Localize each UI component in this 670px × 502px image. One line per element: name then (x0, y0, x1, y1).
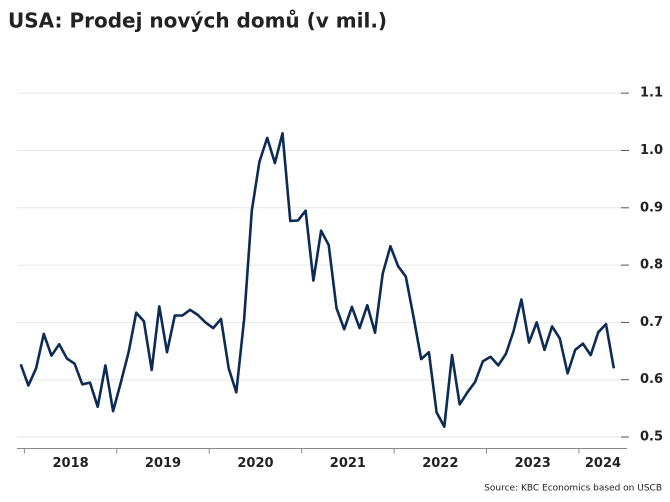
y-tick-label: 0.5 (640, 430, 663, 445)
y-tick-label: 0.8 (640, 258, 663, 273)
x-tick-label: 2024 (585, 456, 621, 471)
y-tick-label: 0.9 (640, 200, 663, 215)
line (19, 132, 616, 428)
y-tick-label: 1.0 (640, 143, 663, 158)
x-tick-label: 2018 (53, 456, 89, 471)
source: Source: KBC Economics based on USCB (484, 484, 662, 494)
y-tick-label: 1.1 (640, 86, 663, 101)
x-tick-label: 2019 (145, 456, 181, 471)
y-tick-label: 0.6 (640, 372, 663, 387)
x-tick-label: 2021 (330, 456, 366, 471)
x-tick-label: 2023 (515, 456, 551, 471)
y-tick-label: 0.7 (640, 315, 663, 330)
x-tick-label: 2020 (237, 456, 273, 471)
chart-title: USA: Prodej nových domů (v mil.) (8, 9, 387, 33)
x-tick-label: 2022 (422, 456, 458, 471)
